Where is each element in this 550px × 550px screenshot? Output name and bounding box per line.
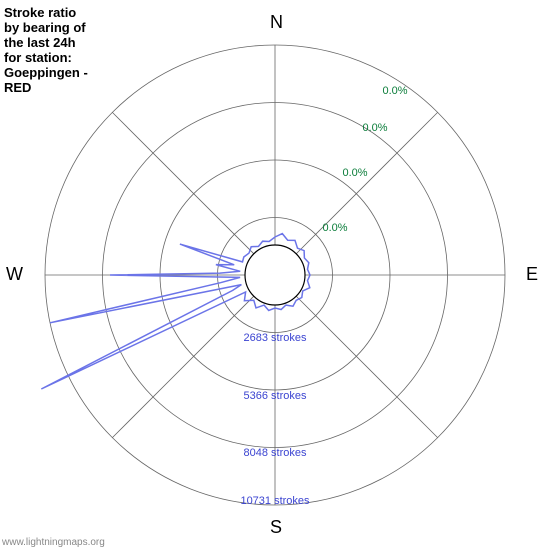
compass-s: S — [270, 517, 282, 538]
pct-label-3: 0.0% — [362, 122, 387, 134]
compass-w: W — [6, 264, 23, 285]
pct-label-1: 0.0% — [322, 222, 347, 234]
polar-chart-container: Stroke ratio by bearing of the last 24h … — [0, 0, 550, 550]
stroke-label-3: 8048 strokes — [244, 447, 307, 459]
stroke-label-2: 5366 strokes — [244, 390, 307, 402]
chart-title: Stroke ratio by bearing of the last 24h … — [4, 6, 88, 96]
compass-e: E — [526, 264, 538, 285]
center-circle — [245, 245, 305, 305]
footer-credit: www.lightningmaps.org — [2, 537, 105, 548]
stroke-label-1: 2683 strokes — [244, 332, 307, 344]
pct-label-4: 0.0% — [382, 85, 407, 97]
compass-n: N — [270, 12, 283, 33]
stroke-label-4: 10731 strokes — [240, 495, 309, 507]
pct-label-2: 0.0% — [342, 167, 367, 179]
